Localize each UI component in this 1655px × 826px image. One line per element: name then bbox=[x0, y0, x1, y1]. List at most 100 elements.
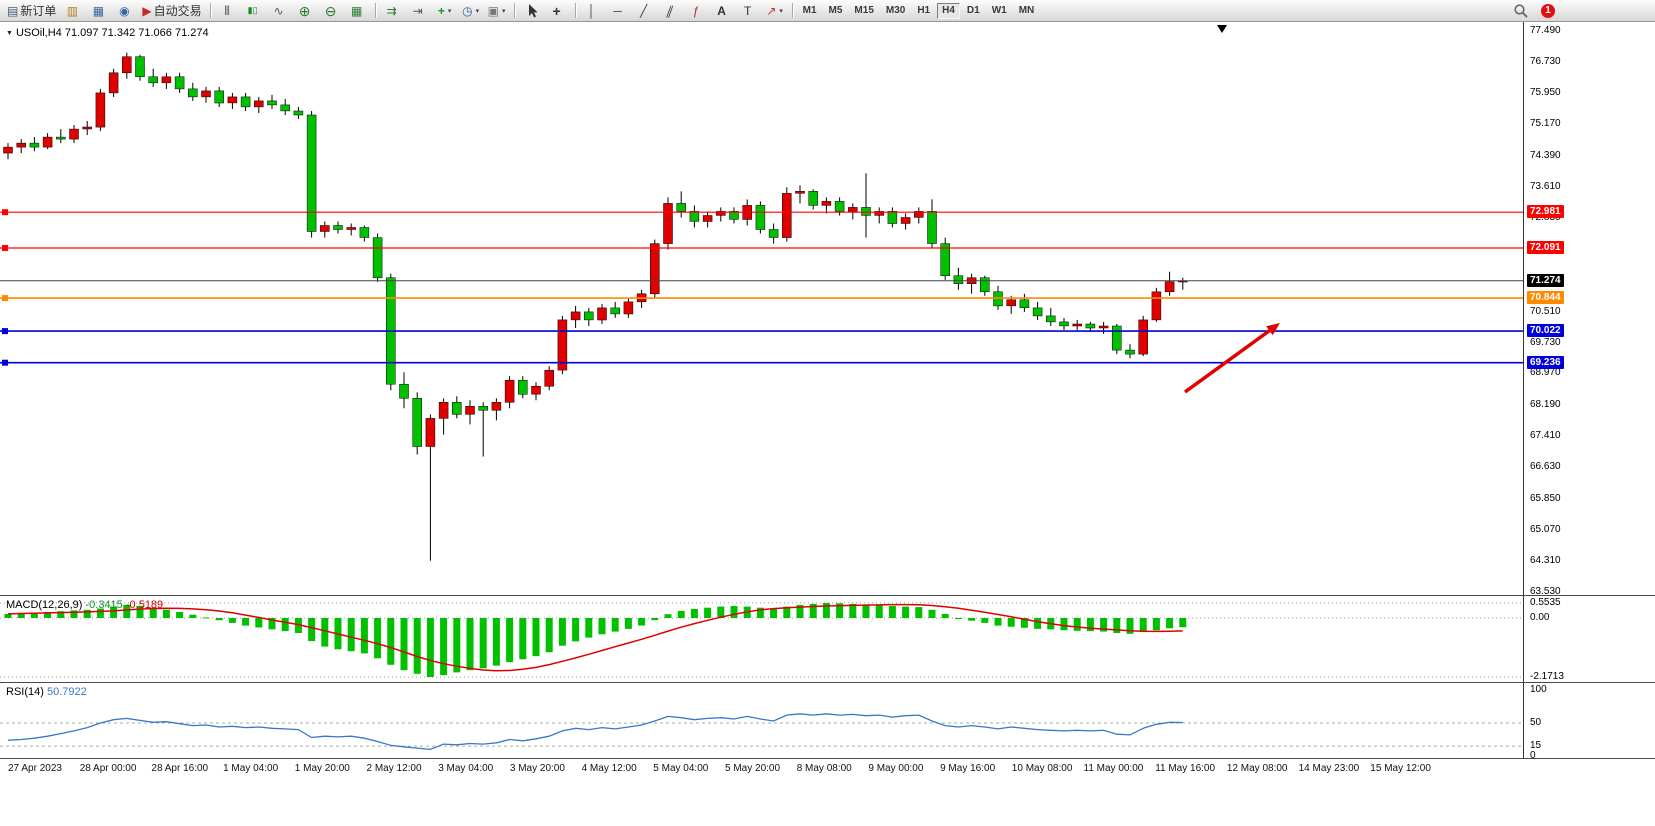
panel-separator[interactable] bbox=[0, 758, 1655, 759]
bar-chart-type-button[interactable]: ||| bbox=[216, 1, 240, 21]
tile-windows-button[interactable]: ▦ bbox=[346, 1, 370, 21]
arrows-tool-button[interactable]: ↗ ▾ bbox=[763, 1, 787, 21]
price-badge: 69.236 bbox=[1527, 355, 1564, 369]
timeframe-m30[interactable]: M30 bbox=[885, 4, 906, 16]
candle-body bbox=[438, 402, 449, 419]
new-order-button[interactable]: ▤ 新订单 bbox=[4, 1, 59, 21]
macd-histogram-bar bbox=[730, 606, 738, 618]
chart-ohlc-values: 71.097 71.342 71.066 71.274 bbox=[64, 27, 209, 39]
rsi-label: RSI(14) 50.7922 bbox=[6, 686, 87, 698]
line-anchor-handle[interactable] bbox=[2, 244, 8, 251]
candlestick-chart[interactable] bbox=[0, 22, 1523, 595]
label-tool-button[interactable]: T bbox=[737, 1, 761, 21]
line-anchor-handle[interactable] bbox=[2, 359, 8, 366]
timeframe-mn[interactable]: MN bbox=[1018, 4, 1035, 16]
vertical-line-icon: │ bbox=[587, 3, 596, 18]
candle-body bbox=[1019, 299, 1030, 309]
time-axis[interactable]: 27 Apr 2023 28 Apr 00:00 28 Apr 16:00 1 May… bbox=[0, 759, 1655, 826]
main-chart[interactable] bbox=[0, 22, 1523, 595]
candle-body bbox=[663, 203, 673, 244]
candle-body bbox=[689, 211, 700, 222]
profiles-button[interactable]: ▥ bbox=[61, 1, 85, 21]
macd-label: MACD(12,26,9) -0.3415 -0.5189 bbox=[6, 599, 163, 611]
line-anchor-handle[interactable] bbox=[2, 209, 8, 216]
macd-histogram-bar bbox=[690, 609, 698, 618]
candle-body bbox=[650, 243, 660, 295]
macd-histogram-bar bbox=[294, 618, 302, 633]
chart-shift-marker[interactable] bbox=[1217, 25, 1227, 33]
candle-body bbox=[29, 142, 40, 148]
horizontal-line-button[interactable]: ─ bbox=[607, 1, 631, 21]
candlestick-type-button[interactable]: ▮▯ bbox=[242, 1, 266, 21]
macd-histogram-bar bbox=[519, 618, 527, 660]
zoom-out-button[interactable]: ⊖ bbox=[320, 1, 344, 21]
toolbar: ▤ 新订单 ▥ ▦ ◉ ▶ 自动交易 ||| ▮▯ ∿ ⊕ ⊖ ▦ ⇉ ⇥ + ▾… bbox=[0, 0, 1655, 22]
candle-body bbox=[795, 191, 805, 194]
timeframe-d1[interactable]: D1 bbox=[966, 4, 980, 16]
chart-shift-button[interactable]: ⇥ bbox=[407, 1, 431, 21]
macd-histogram-bar bbox=[30, 612, 38, 618]
toolbar-separator bbox=[374, 3, 376, 18]
macd-signal-value: -0.5189 bbox=[125, 599, 164, 611]
auto-trading-button[interactable]: ▶ 自动交易 bbox=[139, 1, 204, 21]
macd-panel[interactable]: MACD(12,26,9) -0.3415 -0.5189 bbox=[0, 596, 1523, 682]
zoom-in-button[interactable]: ⊕ bbox=[294, 1, 318, 21]
periods-button[interactable]: ◷ ▾ bbox=[459, 1, 483, 21]
chart-menu-triangle-icon[interactable]: ▼ bbox=[6, 30, 13, 37]
crosshair-button[interactable]: + bbox=[546, 1, 570, 21]
macd-chart[interactable] bbox=[0, 596, 1523, 682]
timeframe-h1[interactable]: H1 bbox=[917, 4, 931, 16]
time-label: 5 May 20:00 bbox=[725, 763, 781, 774]
vertical-line-button[interactable]: │ bbox=[581, 1, 605, 21]
macd-histogram-bar bbox=[413, 618, 421, 674]
line-anchor-handle[interactable] bbox=[2, 328, 8, 335]
trendline-button[interactable]: ╱ bbox=[633, 1, 657, 21]
profiles-icon: ▥ bbox=[66, 3, 79, 18]
price-badge: 72.981 bbox=[1527, 205, 1564, 219]
price-tick: 68.970 bbox=[1530, 367, 1561, 379]
macd-histogram-bar bbox=[875, 605, 883, 618]
macd-histogram-bar bbox=[783, 606, 791, 618]
line-chart-type-button[interactable]: ∿ bbox=[268, 1, 292, 21]
candle-body bbox=[346, 227, 356, 230]
timeframe-m1[interactable]: M1 bbox=[802, 4, 817, 16]
channel-button[interactable]: ∥ bbox=[659, 1, 683, 21]
candle-body bbox=[108, 72, 119, 94]
macd-histogram-bar bbox=[968, 618, 976, 621]
line-anchor-handle[interactable] bbox=[2, 295, 8, 302]
navigator-button[interactable]: ◉ bbox=[113, 1, 137, 21]
search-button[interactable] bbox=[1513, 3, 1529, 19]
arrow-annotation[interactable] bbox=[1183, 329, 1271, 394]
indicators-button[interactable]: + ▾ bbox=[433, 1, 457, 21]
zoom-in-icon: ⊕ bbox=[298, 2, 311, 19]
candle-body bbox=[980, 277, 990, 293]
timeframe-h4[interactable]: H4 bbox=[937, 2, 960, 19]
timeframe-w1[interactable]: W1 bbox=[991, 4, 1007, 16]
time-label: 2 May 12:00 bbox=[366, 763, 422, 774]
rsi-panel[interactable]: RSI(14) 50.7922 bbox=[0, 683, 1523, 758]
notification-badge[interactable]: 1 bbox=[1541, 4, 1555, 18]
macd-histogram-bar bbox=[110, 606, 118, 618]
templates-button[interactable]: ▣ ▾ bbox=[485, 1, 509, 21]
macd-histogram-bar bbox=[809, 603, 817, 618]
fibonacci-button[interactable]: ƒ bbox=[685, 1, 709, 21]
timeframe-m5[interactable]: M5 bbox=[828, 4, 843, 16]
candle-body bbox=[610, 307, 620, 315]
macd-histogram-bar bbox=[915, 607, 923, 618]
time-label: 28 Apr 16:00 bbox=[151, 763, 209, 774]
panel-separator[interactable] bbox=[0, 595, 1655, 596]
macd-histogram-bar bbox=[545, 618, 553, 653]
timeframe-m15[interactable]: M15 bbox=[854, 4, 874, 16]
panel-separator[interactable] bbox=[0, 682, 1655, 683]
macd-histogram-bar bbox=[321, 618, 329, 647]
cursor-button[interactable] bbox=[520, 1, 544, 21]
macd-histogram-bar bbox=[268, 618, 276, 630]
price-axis[interactable]: 77.49076.73075.95075.17074.39073.61072.8… bbox=[1523, 22, 1655, 761]
time-label: 9 May 16:00 bbox=[940, 763, 996, 774]
market-watch-icon: ▦ bbox=[92, 3, 105, 18]
macd-signal-line bbox=[7, 603, 1183, 672]
rsi-chart[interactable] bbox=[0, 683, 1523, 758]
market-watch-button[interactable]: ▦ bbox=[87, 1, 111, 21]
text-tool-button[interactable]: A bbox=[711, 1, 735, 21]
auto-scroll-button[interactable]: ⇉ bbox=[381, 1, 405, 21]
